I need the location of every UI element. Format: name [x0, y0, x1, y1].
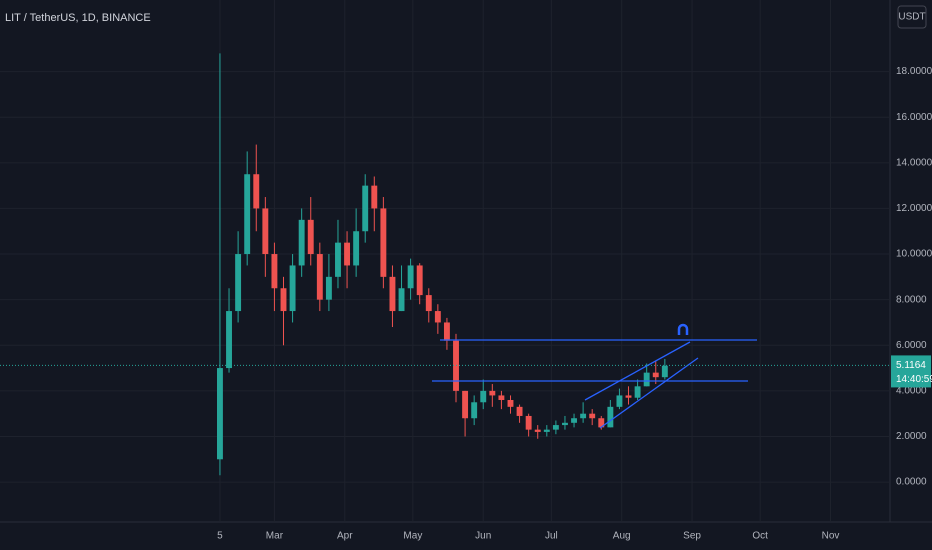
- candle-body: [216, 368, 223, 460]
- channel-upper[interactable]: [584, 341, 691, 401]
- x-tick-label: Apr: [337, 531, 353, 542]
- candle-body: [271, 254, 278, 289]
- x-tick-label: Nov: [822, 531, 840, 542]
- candle-body: [498, 395, 505, 400]
- candle-body: [480, 390, 487, 403]
- candle-body: [434, 311, 441, 323]
- x-tick-label: Mar: [266, 531, 284, 542]
- candles: [216, 53, 668, 476]
- candle-body: [253, 174, 260, 209]
- candle-body: [325, 276, 332, 300]
- candle-body: [316, 254, 323, 300]
- candle-body: [571, 418, 577, 423]
- y-tick-label: 8.0000: [896, 294, 927, 305]
- y-tick-label: 6.0000: [896, 340, 927, 351]
- candle-body: [389, 276, 396, 312]
- y-tick-label: 4.0000: [896, 386, 927, 397]
- candle-body: [625, 395, 632, 398]
- y-tick-label: 14.0000: [896, 157, 932, 168]
- candle-body: [534, 429, 541, 432]
- y-tick-label: 12.0000: [896, 203, 932, 214]
- candle-body: [598, 418, 605, 428]
- drawings: [432, 323, 757, 429]
- y-tick-label: 18.0000: [896, 66, 932, 77]
- last-price-label: 5.1164: [896, 360, 926, 371]
- y-tick-label: 16.0000: [896, 112, 932, 123]
- y-tick-label: 2.0000: [896, 431, 927, 442]
- candle-body: [353, 231, 360, 266]
- countdown-label: 14:40:59: [896, 374, 932, 385]
- candle-body: [652, 372, 659, 378]
- candle-body: [607, 406, 614, 428]
- candle-body: [580, 413, 587, 419]
- candle-body: [507, 399, 514, 407]
- candle-body: [344, 242, 351, 266]
- last-price-box: [891, 355, 931, 388]
- candle-body: [552, 425, 559, 430]
- candle-body: [416, 265, 423, 296]
- candle-body: [661, 365, 668, 378]
- candle-body: [289, 265, 296, 312]
- candle-body: [616, 395, 623, 407]
- currency-button[interactable]: [897, 5, 927, 29]
- x-tick-label: Aug: [613, 531, 631, 542]
- x-tick-label: 5: [217, 531, 223, 542]
- candle-body: [462, 390, 469, 419]
- x-tick-label: Jul: [545, 531, 558, 542]
- y-tick-label: 0.0000: [896, 477, 927, 488]
- candle-body: [262, 208, 269, 255]
- currency-label[interactable]: USDT: [898, 12, 925, 23]
- symbol-title: LIT / TetherUS, 1D, BINANCE: [5, 12, 151, 24]
- x-tick-label: Oct: [752, 531, 768, 542]
- candle-body: [525, 415, 532, 430]
- candle-body: [562, 422, 568, 426]
- x-tick-label: Sep: [683, 531, 701, 542]
- candle-body: [244, 174, 251, 255]
- candle-body: [235, 254, 242, 312]
- x-tick-label: Jun: [475, 531, 491, 542]
- candle-body: [298, 219, 305, 266]
- candle-body: [471, 402, 478, 419]
- candle-body: [543, 429, 550, 432]
- candle-body: [226, 311, 232, 369]
- candle-body: [516, 406, 523, 416]
- y-tick-label: 10.0000: [896, 249, 932, 260]
- candle-body: [407, 265, 414, 289]
- candle-body: [489, 390, 496, 396]
- candle-body: [307, 219, 314, 255]
- candle-body: [380, 208, 387, 277]
- candle-body: [280, 288, 287, 312]
- x-tick-label: May: [403, 531, 422, 542]
- candle-body: [634, 386, 641, 398]
- candle-body: [398, 288, 405, 312]
- candle-body: [362, 185, 369, 232]
- candle-body: [425, 295, 432, 312]
- candle-body: [589, 413, 596, 419]
- candle-body: [643, 372, 650, 387]
- magnet-icon[interactable]: [677, 323, 689, 335]
- candle-body: [443, 322, 450, 341]
- candle-body: [335, 242, 341, 277]
- channel-lower[interactable]: [599, 357, 699, 429]
- candle-body: [371, 185, 378, 209]
